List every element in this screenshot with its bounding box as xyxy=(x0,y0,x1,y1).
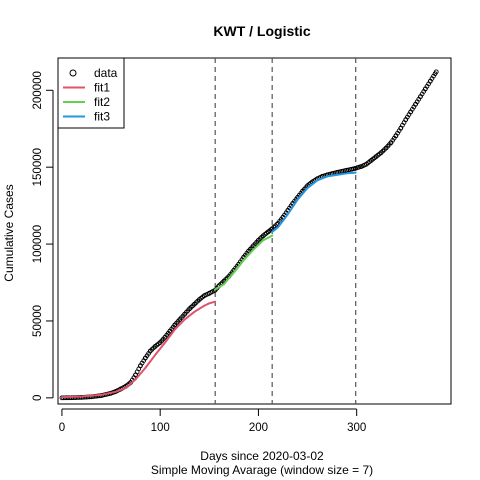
x-axis-sublabel: Simple Moving Avarage (window size = 7) xyxy=(151,463,373,477)
x-axis-label: Days since 2020-03-02 xyxy=(200,449,324,463)
segment-boundaries xyxy=(214,58,357,404)
y-tick-label: 150000 xyxy=(32,148,44,186)
y-tick-label: 200000 xyxy=(32,71,44,109)
y-axis-label: Cumulative Cases xyxy=(2,184,16,281)
x-tick-label: 300 xyxy=(347,422,366,434)
legend-data-symbol xyxy=(69,69,77,77)
y-tick-label: 100000 xyxy=(32,225,44,263)
plot-area xyxy=(57,57,452,405)
y-tick-label: 0 xyxy=(32,395,44,401)
legend-fit3-label: fit3 xyxy=(94,110,110,124)
fit2-line xyxy=(214,234,274,291)
fit3-line xyxy=(271,171,357,233)
legend-fit1-label: fit1 xyxy=(94,81,110,95)
legend-data-label: data xyxy=(94,66,118,80)
fit-lines xyxy=(60,171,357,399)
y-tick-label: 50000 xyxy=(32,305,44,337)
plot-frame xyxy=(57,57,452,405)
chart-title: KWT / Logistic xyxy=(213,23,310,39)
x-tick-label: 0 xyxy=(59,422,65,434)
x-axis: 0 100 200 300 xyxy=(59,408,366,434)
data-point xyxy=(433,69,439,75)
y-axis: 0 50000 100000 150000 200000 xyxy=(32,71,54,401)
fit1-line xyxy=(60,300,217,399)
data-point xyxy=(274,222,280,227)
x-tick-label: 100 xyxy=(151,422,170,434)
legend-fit2-label: fit2 xyxy=(94,95,110,109)
x-tick-label: 200 xyxy=(249,422,268,434)
